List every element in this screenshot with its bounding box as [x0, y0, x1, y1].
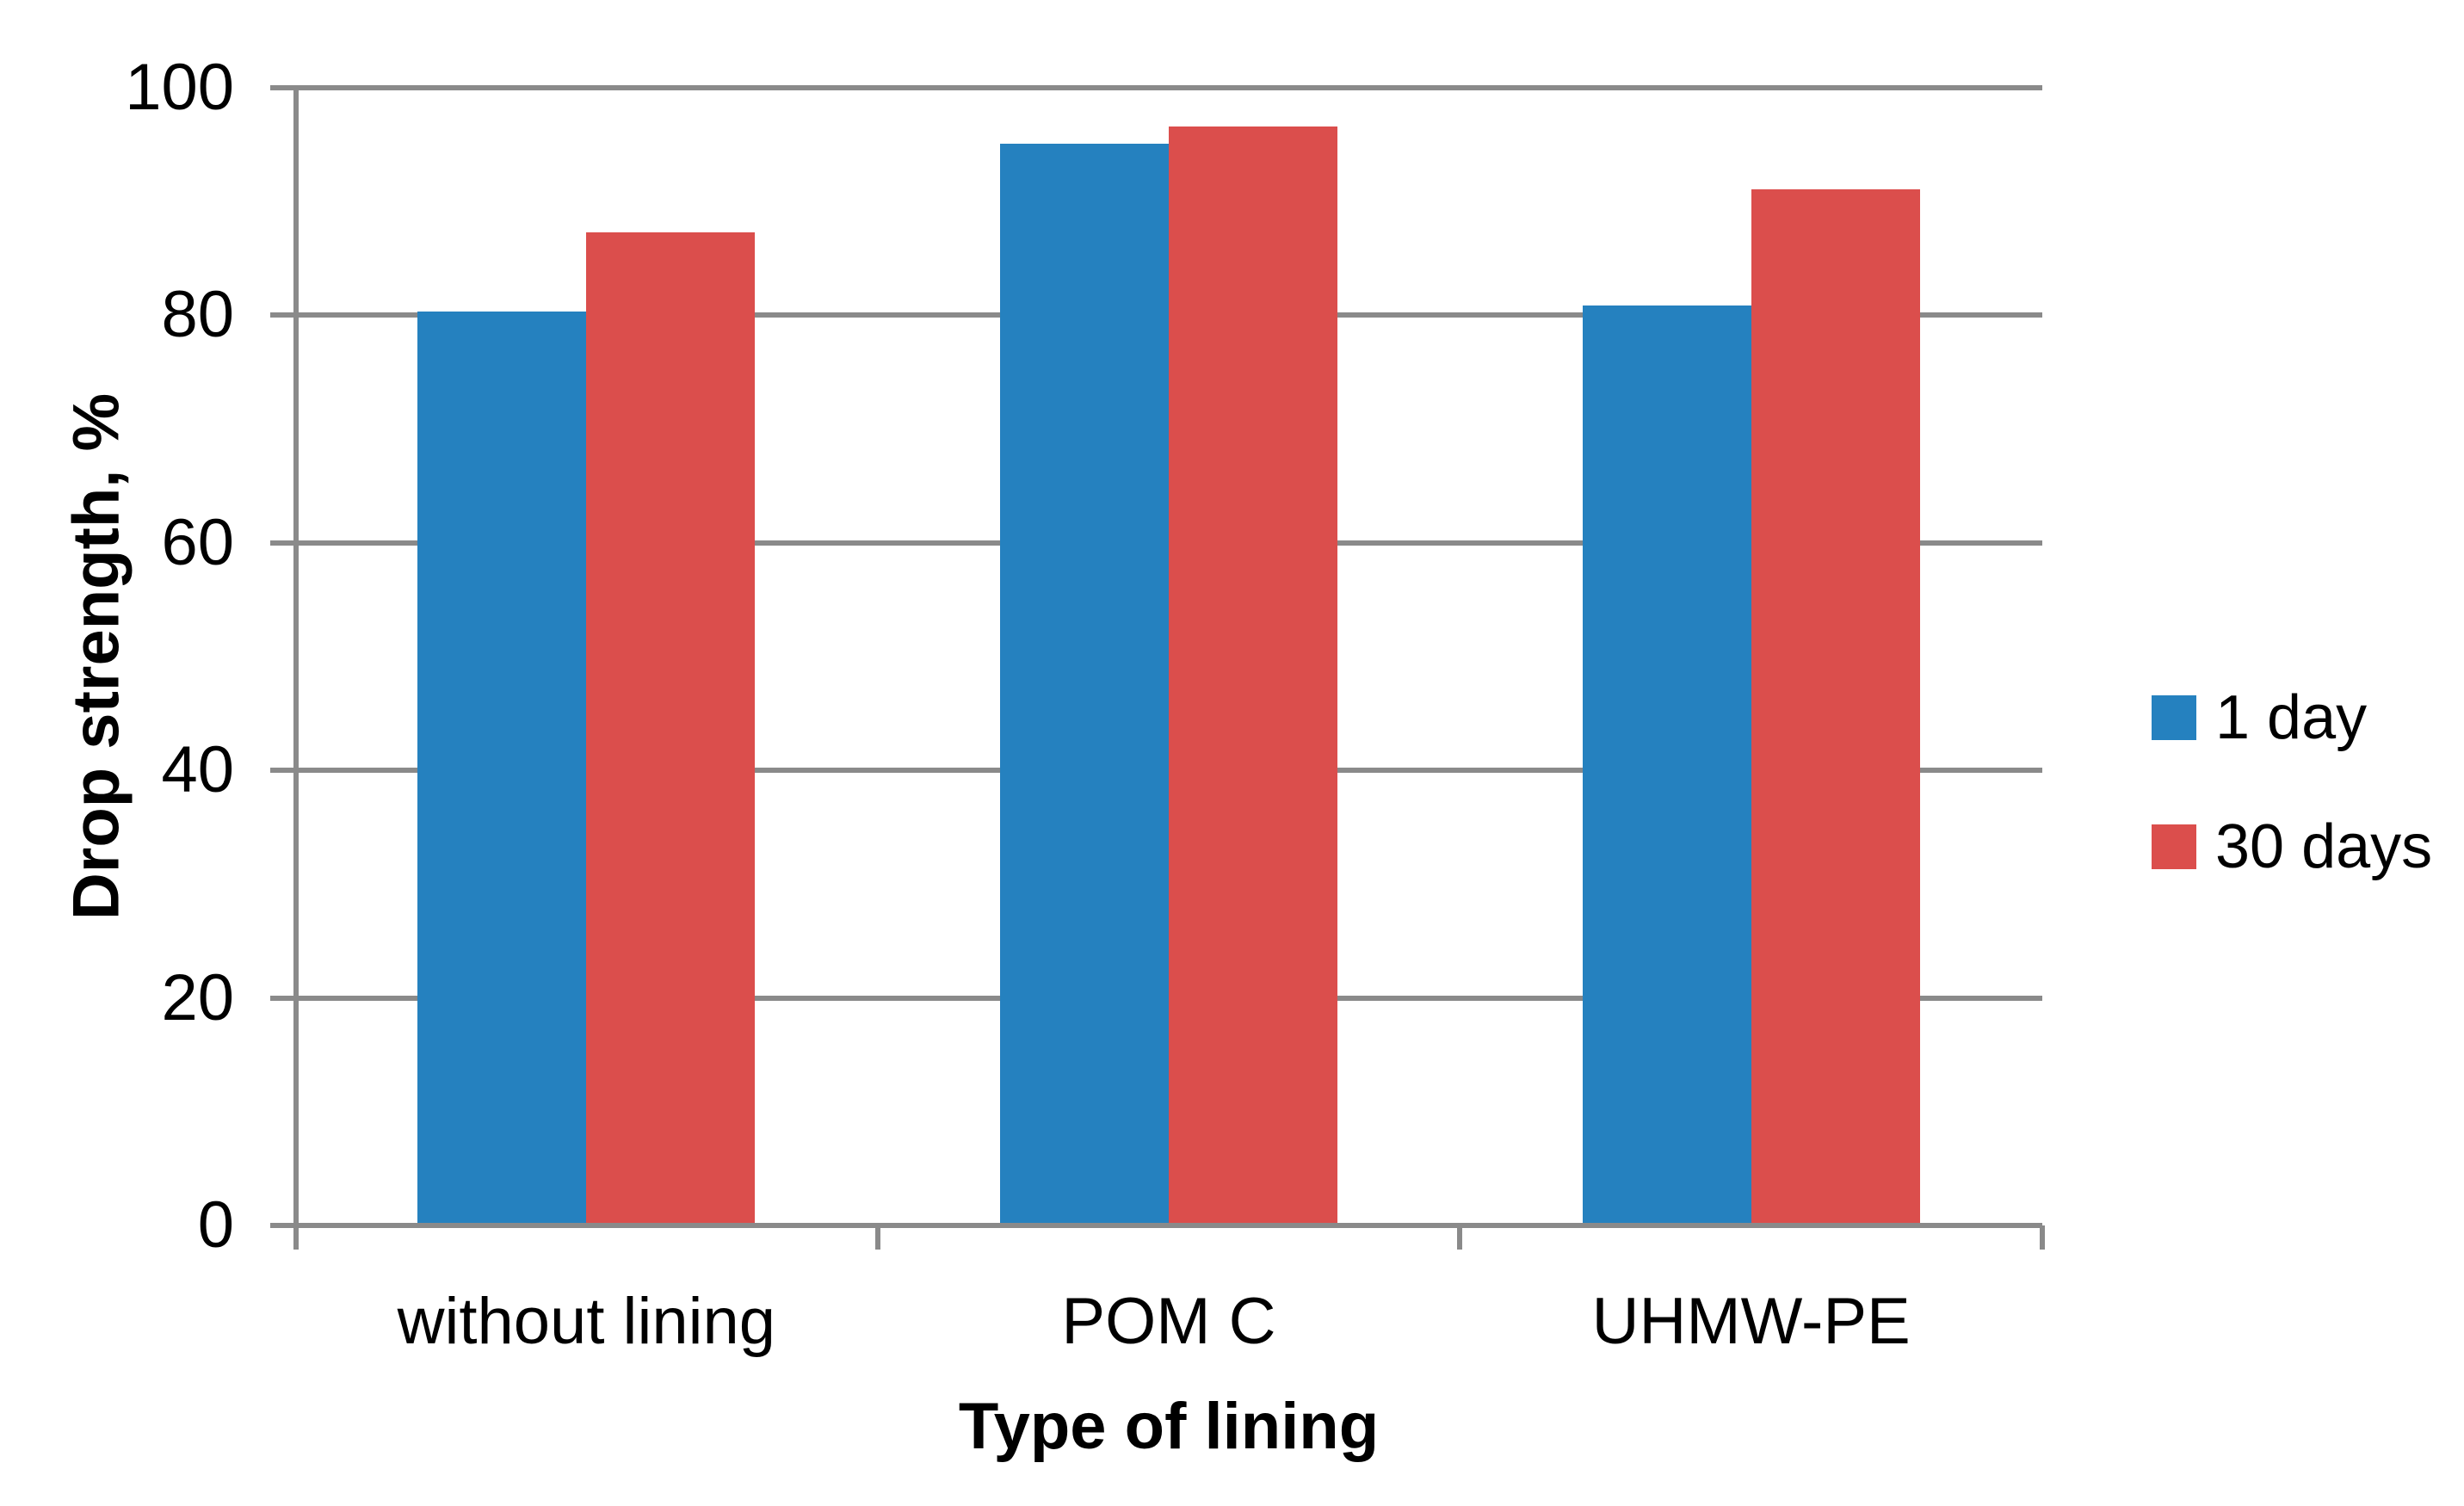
bar-30-days-UHMW-PE: [1751, 188, 1920, 1225]
y-tick-label-60: 60: [161, 505, 234, 579]
x-category-label-without-lining: without lining: [397, 1285, 776, 1358]
gridline-100: [295, 85, 2042, 90]
x-category-label-POM-C: POM C: [1061, 1285, 1276, 1358]
bar-1-day-without-lining: [417, 312, 587, 1225]
y-tick-label-100: 100: [125, 51, 234, 124]
y-tick-label-40: 40: [161, 733, 234, 807]
legend-swatch-icon: [2152, 824, 2196, 869]
legend-item-1-day: 1 day: [2152, 687, 2432, 749]
y-tick-label-0: 0: [197, 1188, 234, 1262]
x-tick-1: [874, 1225, 880, 1250]
y-tick-100: [270, 85, 300, 90]
x-axis-line: [270, 1223, 2042, 1228]
x-category-label-UHMW-PE: UHMW-PE: [1591, 1285, 1911, 1358]
bar-30-days-without-lining: [586, 231, 756, 1225]
legend-item-30-days: 30 days: [2152, 816, 2432, 878]
x-tick-2: [1457, 1225, 1463, 1250]
x-axis-title: Type of lining: [958, 1390, 1380, 1463]
legend-swatch-icon: [2152, 695, 2196, 740]
y-axis-line: [293, 85, 299, 1250]
y-tick-label-20: 20: [161, 960, 234, 1034]
y-axis-title-text: Drop strength, %: [59, 392, 133, 921]
y-tick-20: [270, 995, 300, 1001]
legend-label: 30 days: [2215, 812, 2433, 881]
x-tick-3: [2040, 1225, 2045, 1250]
legend-label: 1 day: [2215, 683, 2368, 752]
y-tick-80: [270, 312, 300, 318]
bar-1-day-UHMW-PE: [1582, 305, 1751, 1225]
bar-1-day-POM-C: [1000, 143, 1169, 1225]
y-tick-60: [270, 540, 300, 546]
y-tick-label-80: 80: [161, 278, 234, 352]
bar-30-days-POM-C: [1169, 126, 1337, 1225]
legend: 1 day 30 days: [2152, 687, 2432, 954]
y-tick-40: [270, 768, 300, 774]
